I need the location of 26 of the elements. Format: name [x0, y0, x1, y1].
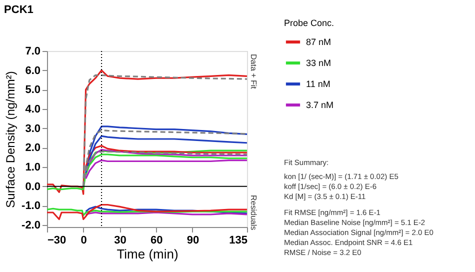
x-tick-label: 90	[186, 234, 200, 246]
x-tick-label: 60	[150, 234, 163, 246]
y-tick-label: 2.0	[25, 142, 40, 154]
y-tick-label: 0.0	[25, 180, 40, 193]
legend-title: Probe Conc.	[284, 18, 334, 28]
x-tick-label: 0	[80, 234, 87, 246]
chart-title: PCK1	[4, 4, 34, 16]
text: Data + Fit	[249, 54, 258, 90]
legend-label: 11 nM	[306, 79, 330, 89]
x-axis-title: Time (min)	[116, 246, 178, 262]
y-tick-label: 1.0	[25, 162, 40, 174]
x-tick-label: 30	[114, 234, 126, 246]
legend-label: 3.7 nM	[306, 100, 334, 110]
y-tick-label: 5.0	[25, 84, 40, 96]
y-tick-label: 7.0	[25, 46, 40, 58]
y-tick-label: 6.0	[25, 64, 40, 77]
y-tick-label: 3.0	[25, 122, 40, 135]
text: Residuals	[249, 195, 258, 230]
y-tick-label: -1.0	[22, 200, 40, 212]
y-tick-label: -2.0	[22, 220, 40, 232]
x-tick-label: 135	[229, 234, 248, 246]
y-tick-label: 4.0	[25, 104, 40, 116]
legend-label: 87 nM	[306, 37, 332, 47]
y-axis-title: Surface Density (ng/mm²)	[4, 71, 18, 208]
x-tick-label: −30	[48, 234, 66, 246]
legend-label: 33 nM	[306, 58, 332, 68]
